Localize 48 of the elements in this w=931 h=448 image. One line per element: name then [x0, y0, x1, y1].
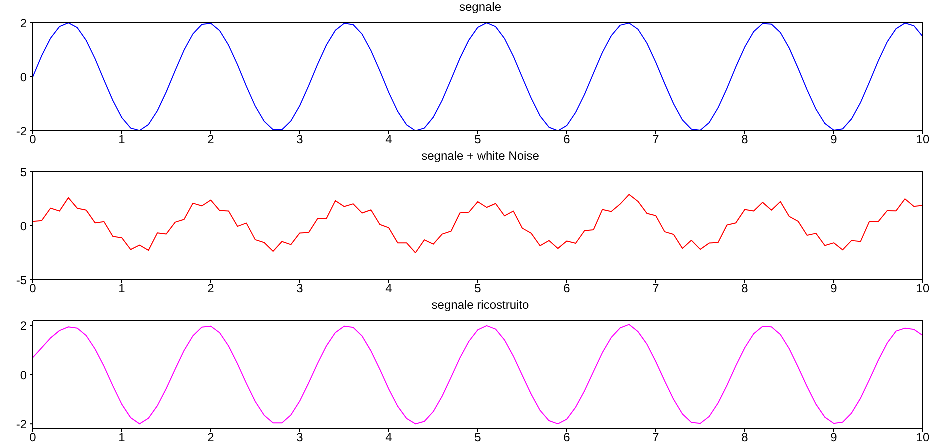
x-tick-label: 3: [296, 430, 304, 445]
line-series: [33, 23, 923, 131]
x-tick-label: 1: [118, 282, 126, 296]
x-tick-label: 1: [118, 132, 126, 147]
x-tick-label: 5: [474, 430, 482, 445]
x-tick-label: 5: [474, 282, 482, 296]
chart-title: segnale + white Noise: [420, 149, 540, 165]
x-tick-label: 1: [118, 430, 126, 445]
x-tick-label: 2: [208, 282, 215, 296]
x-tick-label: 0: [30, 282, 37, 296]
x-tick-label: 7: [652, 282, 660, 296]
line-series: [33, 324, 923, 425]
x-tick-label: 8: [742, 430, 749, 445]
y-tick-label: 5: [20, 165, 28, 180]
y-tick-label: 0: [20, 219, 28, 234]
x-tick-label: 3: [296, 282, 304, 296]
x-tick-label: 5: [474, 132, 482, 147]
line-series: [33, 194, 923, 254]
x-tick-label: 2: [208, 132, 215, 147]
y-tick-label: 2: [20, 16, 28, 30]
x-tick-label: 10: [916, 430, 930, 445]
x-tick-label: 6: [564, 132, 571, 147]
x-tick-label: 7: [652, 132, 660, 147]
x-tick-label: 10: [916, 132, 930, 147]
x-tick-label: 9: [830, 282, 838, 296]
x-tick-label: 8: [742, 132, 749, 147]
x-tick-label: 0: [30, 132, 37, 147]
x-tick-label: 6: [564, 430, 571, 445]
x-tick-label: 4: [386, 132, 393, 147]
x-tick-label: 3: [296, 132, 304, 147]
chart-title: segnale ricostruito: [430, 298, 530, 314]
y-tick-label: -5: [16, 273, 28, 288]
x-tick-label: 6: [564, 282, 571, 296]
x-tick-label: 4: [386, 282, 393, 296]
y-tick-label: -2: [16, 417, 28, 432]
y-tick-label: -2: [16, 124, 28, 138]
x-tick-label: 8: [742, 282, 749, 296]
x-tick-label: 7: [652, 430, 660, 445]
chart-title: segnale: [458, 0, 503, 16]
x-tick-label: 0: [30, 430, 37, 445]
x-tick-label: 2: [208, 430, 215, 445]
y-tick-label: 0: [20, 70, 28, 84]
x-tick-label: 4: [386, 430, 393, 445]
x-tick-label: 9: [830, 132, 838, 147]
y-tick-label: 0: [20, 368, 28, 382]
x-tick-label: 9: [830, 430, 838, 445]
x-tick-label: 10: [916, 282, 930, 296]
y-tick-label: 2: [20, 319, 28, 334]
